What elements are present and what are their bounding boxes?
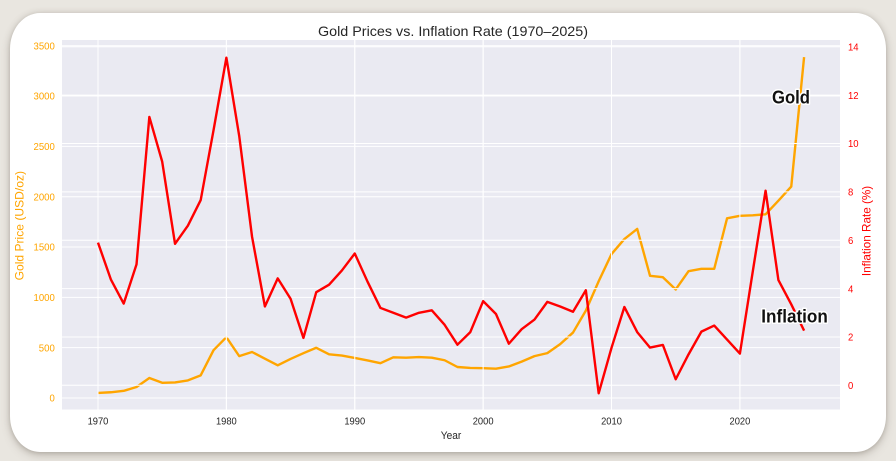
svg-text:0: 0 xyxy=(50,394,56,405)
svg-text:1970: 1970 xyxy=(88,417,109,428)
svg-text:3000: 3000 xyxy=(34,92,56,103)
svg-text:Gold Price (USD/oz): Gold Price (USD/oz) xyxy=(13,171,27,280)
svg-text:Inflation Rate (%): Inflation Rate (%) xyxy=(859,186,873,276)
svg-text:0: 0 xyxy=(848,381,854,392)
svg-text:1990: 1990 xyxy=(344,417,365,428)
svg-text:2: 2 xyxy=(848,333,854,344)
svg-text:2010: 2010 xyxy=(601,417,622,428)
svg-text:1500: 1500 xyxy=(34,243,56,254)
svg-text:3500: 3500 xyxy=(34,41,56,52)
svg-text:12: 12 xyxy=(848,91,859,102)
svg-text:Year: Year xyxy=(441,430,462,442)
svg-text:14: 14 xyxy=(848,42,859,53)
svg-text:2020: 2020 xyxy=(730,417,751,428)
svg-text:10: 10 xyxy=(848,139,859,150)
svg-text:6: 6 xyxy=(848,236,854,247)
svg-text:Inflation: Inflation xyxy=(761,306,828,326)
svg-text:500: 500 xyxy=(39,343,55,354)
svg-text:Gold: Gold xyxy=(772,88,810,108)
svg-text:2500: 2500 xyxy=(34,142,56,153)
svg-text:4: 4 xyxy=(848,284,854,295)
svg-text:1980: 1980 xyxy=(216,417,237,428)
svg-text:2000: 2000 xyxy=(34,192,56,203)
svg-text:2000: 2000 xyxy=(473,417,494,428)
svg-text:1000: 1000 xyxy=(34,293,56,304)
svg-text:8: 8 xyxy=(848,188,854,199)
svg-text:Gold Prices vs. Inflation Rate: Gold Prices vs. Inflation Rate (1970–202… xyxy=(318,23,588,39)
